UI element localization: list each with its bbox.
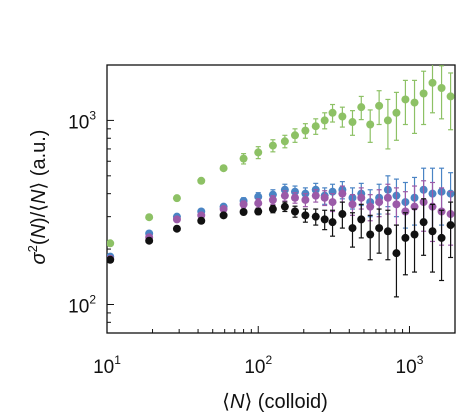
ticks-layer: 101 102 103 102 103: [68, 64, 456, 378]
data-point: [107, 255, 115, 264]
data-point: [197, 176, 206, 185]
x-tick-label: 101: [93, 353, 121, 378]
data-point: [301, 211, 310, 220]
data-point: [328, 218, 337, 227]
series-0: [107, 65, 455, 248]
data-point: [392, 200, 401, 209]
data-point: [401, 233, 410, 242]
data-point: [428, 78, 437, 87]
data-point: [239, 208, 248, 217]
data-point: [348, 118, 357, 127]
data-point: [280, 137, 289, 146]
data-point: [328, 198, 337, 207]
series-2: [107, 180, 455, 263]
y-tick-label: 102: [68, 292, 96, 317]
data-point: [437, 233, 446, 242]
data-point: [311, 191, 320, 200]
data-point: [145, 213, 154, 222]
data-point: [410, 98, 419, 107]
data-point: [401, 95, 410, 104]
x-axis-label: ⟨N⟩ (colloid): [222, 391, 328, 413]
data-point: [348, 224, 357, 233]
data-point: [437, 83, 446, 92]
data-point: [375, 224, 384, 233]
data-point: [301, 195, 310, 204]
data-point: [375, 101, 384, 110]
data-point: [366, 202, 375, 211]
plot-area: [106, 64, 456, 334]
data-point: [301, 126, 310, 135]
data-point: [446, 92, 455, 101]
data-point: [419, 218, 428, 227]
data-point: [320, 193, 329, 202]
data-point: [419, 89, 428, 98]
data-point: [197, 216, 206, 225]
data-point: [290, 207, 299, 216]
data-point: [338, 189, 347, 198]
data-point: [172, 194, 181, 203]
data-point: [357, 215, 366, 224]
data-point: [320, 215, 329, 224]
data-point: [338, 210, 347, 219]
data-point: [428, 227, 437, 236]
data-point: [254, 148, 263, 157]
data-point: [254, 207, 263, 216]
data-point: [357, 193, 366, 202]
data-point: [392, 108, 401, 117]
data-point: [268, 205, 277, 214]
data-point: [219, 205, 228, 214]
data-point: [219, 164, 228, 173]
data-point: [280, 202, 289, 211]
data-point: [268, 141, 277, 150]
data-point: [239, 154, 248, 163]
data-point: [268, 195, 277, 204]
data-point: [311, 212, 320, 221]
data-point: [290, 187, 299, 196]
data-point: [338, 112, 347, 121]
data-point: [320, 116, 329, 125]
data-point: [239, 200, 248, 209]
data-point: [254, 199, 263, 208]
data-point: [383, 227, 392, 236]
data-point: [219, 211, 228, 220]
series-3: [107, 198, 455, 298]
data-point: [107, 239, 115, 248]
y-tick-label: 103: [68, 108, 96, 133]
data-point: [446, 221, 455, 230]
series-layer: [107, 65, 455, 298]
data-point: [290, 131, 299, 140]
data-point: [280, 191, 289, 200]
data-point: [357, 103, 366, 112]
x-tick-label: 102: [244, 353, 272, 378]
data-point: [366, 120, 375, 129]
data-point: [311, 122, 320, 131]
data-point: [328, 108, 337, 117]
data-point: [392, 249, 401, 258]
data-point: [280, 185, 289, 194]
data-point: [383, 116, 392, 125]
data-point: [172, 215, 181, 224]
data-point: [401, 207, 410, 216]
data-point: [383, 193, 392, 202]
y-axis-label: σ2(N)/⟨N⟩ (a.u.): [25, 130, 50, 265]
plot-frame: [106, 64, 456, 334]
data-point: [172, 224, 181, 233]
data-point: [410, 230, 419, 239]
data-point: [375, 198, 384, 207]
data-point: [290, 193, 299, 202]
data-point: [348, 200, 357, 209]
series-1: [107, 167, 455, 261]
x-tick-label: 103: [396, 353, 424, 378]
data-point: [366, 230, 375, 239]
data-point: [145, 236, 154, 245]
